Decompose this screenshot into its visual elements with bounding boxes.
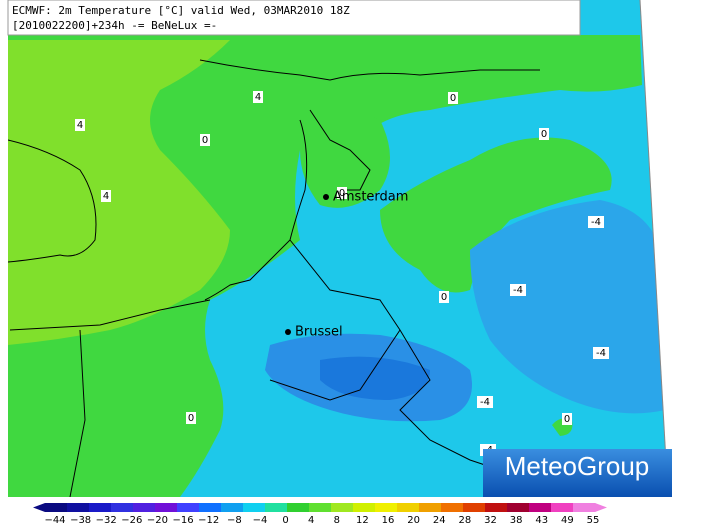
contour-label-box bbox=[253, 91, 263, 103]
colorbar-cell bbox=[375, 503, 398, 512]
contour-label: 0 bbox=[202, 135, 208, 146]
contour-label-box bbox=[477, 396, 493, 408]
colorbar-end bbox=[595, 503, 607, 512]
colorbar-label: 43 bbox=[535, 515, 548, 525]
city-dot bbox=[323, 194, 329, 200]
colorbar-label: 20 bbox=[407, 515, 420, 525]
colorbar-cell bbox=[419, 503, 442, 512]
contour-label-box bbox=[593, 347, 609, 359]
colorbar-cell bbox=[485, 503, 508, 512]
colorbar-label: −8 bbox=[227, 515, 242, 525]
green-blob bbox=[300, 110, 390, 208]
contour-label: 0 bbox=[441, 292, 447, 303]
contour-label-box bbox=[562, 413, 572, 425]
colorbar-label: 16 bbox=[382, 515, 395, 525]
blue-field bbox=[470, 200, 665, 414]
colorbar-cell bbox=[243, 503, 266, 512]
contour-label-box bbox=[539, 128, 549, 140]
colorbar-label: 55 bbox=[587, 515, 600, 525]
colorbar-label: −16 bbox=[173, 515, 194, 525]
colorbar-label: 0 bbox=[282, 515, 288, 525]
colorbar-cell bbox=[353, 503, 376, 512]
city-name: Brussel bbox=[295, 325, 343, 340]
colorbar-label: 38 bbox=[510, 515, 523, 525]
colorbar-cell bbox=[111, 503, 134, 512]
header-box bbox=[7, 0, 581, 36]
contour-label: -4 bbox=[480, 397, 490, 408]
logo-box bbox=[483, 449, 672, 497]
logo: MeteoGroup bbox=[505, 451, 650, 481]
light-green-field bbox=[8, 40, 230, 345]
colorbar-cell bbox=[463, 503, 486, 512]
header-line: ECMWF: 2m Temperature [°C] valid Wed, 03… bbox=[12, 4, 350, 17]
colorbar-label: 12 bbox=[356, 515, 369, 525]
colorbar-label: −20 bbox=[147, 515, 168, 525]
map bbox=[8, 0, 668, 497]
colorbar-label: −12 bbox=[198, 515, 219, 525]
colorbar-label: 24 bbox=[433, 515, 446, 525]
colorbar-cell bbox=[507, 503, 530, 512]
contour-label-box bbox=[510, 284, 526, 296]
contour-label-box bbox=[337, 187, 347, 199]
contour-label: -4 bbox=[591, 217, 601, 228]
contour-label: 4 bbox=[77, 120, 83, 131]
header-line: [2010022200]+234h -= BeNeLux =- bbox=[12, 19, 217, 32]
colorbar-label: −44 bbox=[44, 515, 65, 525]
green-blob bbox=[380, 137, 612, 293]
colorbar-label: −38 bbox=[70, 515, 91, 525]
colorbar-cell bbox=[67, 503, 90, 512]
contour-label-box bbox=[101, 190, 111, 202]
colorbar-cell bbox=[309, 503, 332, 512]
contour-label: 0 bbox=[541, 129, 547, 140]
city-dot bbox=[285, 329, 291, 335]
coastlines bbox=[8, 59, 540, 497]
colorbar: −44 −38 −32 −26 −20 −16 −12 −8 −4 0 4 8 12 16 20 24 28 32… bbox=[33, 503, 607, 525]
colorbar-cell bbox=[287, 503, 310, 512]
colorbar-label: −4 bbox=[253, 515, 268, 525]
contour-label: 0 bbox=[339, 188, 345, 199]
contour-label-box bbox=[200, 134, 210, 146]
colorbar-label: 49 bbox=[561, 515, 574, 525]
green-field bbox=[8, 35, 642, 497]
colorbar-cell bbox=[331, 503, 354, 512]
colorbar-cell bbox=[45, 503, 68, 512]
colorbar-label: 8 bbox=[334, 515, 340, 525]
contour-label-box bbox=[448, 92, 458, 104]
colorbar-cell bbox=[155, 503, 178, 512]
colorbar-cell bbox=[221, 503, 244, 512]
colorbar-cell bbox=[177, 503, 200, 512]
contour-label-box bbox=[439, 291, 449, 303]
colorbar-cell bbox=[265, 503, 288, 512]
map-edge bbox=[639, 0, 669, 498]
colorbar-label: 4 bbox=[308, 515, 314, 525]
colorbar-cell bbox=[441, 503, 464, 512]
colorbar-cell bbox=[89, 503, 112, 512]
contour-label-box bbox=[75, 119, 85, 131]
contour-label: 4 bbox=[255, 92, 261, 103]
contour-label-box bbox=[588, 216, 604, 228]
colorbar-cell bbox=[397, 503, 420, 512]
contour-label: 0 bbox=[450, 93, 456, 104]
colorbar-label: 32 bbox=[484, 515, 497, 525]
colorbar-cell bbox=[529, 503, 552, 512]
colorbar-cell bbox=[551, 503, 574, 512]
contour-label: 0 bbox=[188, 413, 194, 424]
contour-label: 0 bbox=[564, 414, 570, 425]
contour-label: 4 bbox=[103, 191, 109, 202]
colorbar-cell bbox=[199, 503, 222, 512]
dark-blue-field bbox=[320, 356, 430, 400]
colorbar-label: 28 bbox=[459, 515, 472, 525]
colorbar-end bbox=[33, 503, 45, 512]
colorbar-label: −32 bbox=[96, 515, 117, 525]
contour-label: -4 bbox=[513, 285, 523, 296]
contour-label: -4 bbox=[596, 348, 606, 359]
colorbar-label: −26 bbox=[121, 515, 142, 525]
colorbar-cell bbox=[133, 503, 156, 512]
contour-label-box bbox=[186, 412, 196, 424]
city-name: Amsterdam bbox=[333, 190, 408, 205]
colorbar-cell bbox=[573, 503, 596, 512]
